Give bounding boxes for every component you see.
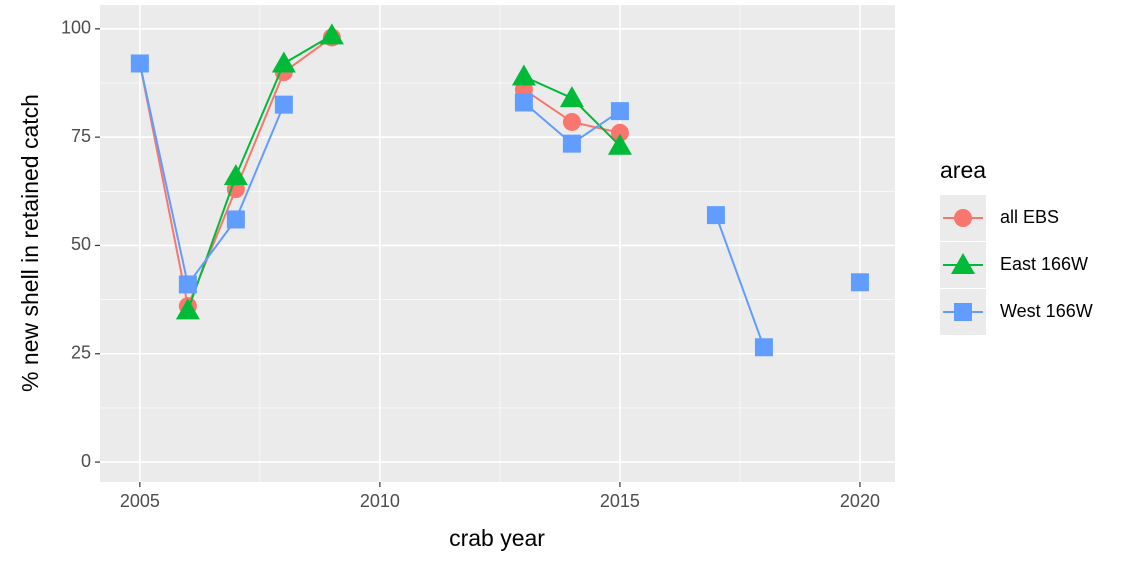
point	[130, 54, 149, 73]
point	[559, 86, 584, 108]
x-tick-label: 2010	[360, 491, 400, 511]
y-tick-label: 25	[71, 343, 91, 363]
legend-title: area	[940, 157, 986, 183]
y-tick-label: 0	[81, 451, 91, 471]
point	[178, 275, 197, 294]
point	[607, 133, 632, 155]
y-tick-label: 75	[71, 126, 91, 146]
point	[271, 51, 296, 73]
legend-label: East 166W	[1000, 254, 1088, 274]
legend-label: all EBS	[1000, 207, 1059, 227]
point	[754, 338, 773, 357]
point	[706, 206, 725, 225]
point	[175, 298, 200, 320]
point	[562, 112, 581, 131]
point	[562, 134, 581, 153]
x-tick-label: 2015	[600, 491, 640, 511]
point	[850, 273, 869, 292]
y-tick-label: 100	[61, 18, 91, 38]
point	[511, 64, 536, 86]
point	[954, 209, 972, 227]
point	[226, 210, 245, 229]
panel	[100, 5, 895, 482]
x-axis-title: crab year	[449, 525, 545, 551]
point	[319, 23, 344, 45]
point	[610, 123, 629, 142]
point	[610, 102, 629, 121]
point	[274, 95, 293, 114]
point	[514, 93, 533, 112]
x-tick-label: 2020	[840, 491, 880, 511]
point	[951, 253, 975, 274]
y-tick-label: 50	[71, 234, 91, 254]
legend-label: West 166W	[1000, 301, 1093, 321]
y-axis-title: % new shell in retained catch	[17, 94, 43, 392]
x-tick-label: 2005	[120, 491, 160, 511]
point	[954, 303, 972, 321]
point	[223, 164, 248, 186]
